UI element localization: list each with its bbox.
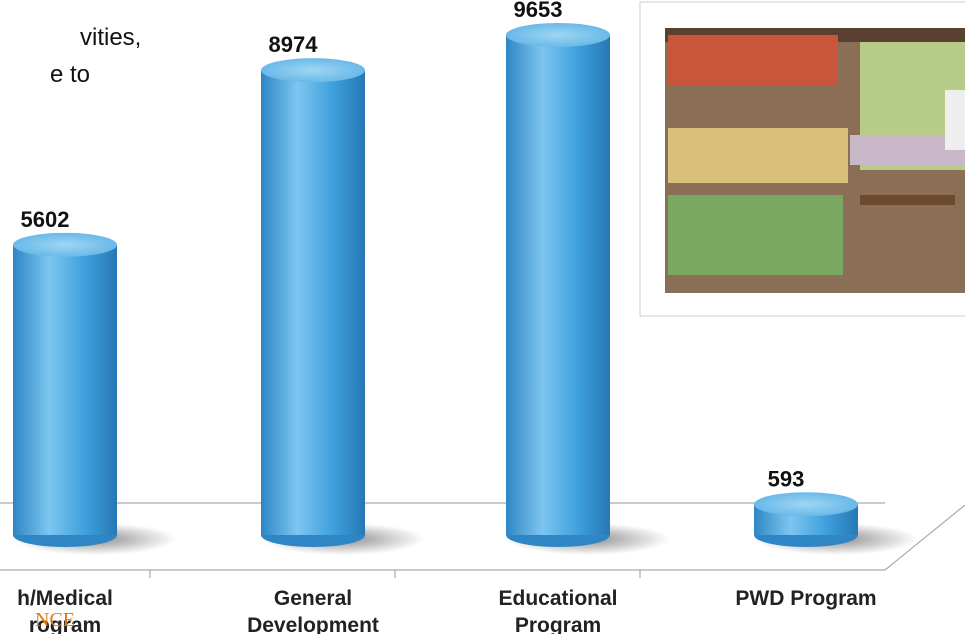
value-label: 593 <box>768 466 805 491</box>
bar-top <box>754 492 858 517</box>
floor <box>0 502 965 578</box>
bar-top <box>261 58 365 83</box>
annotation: vities, <box>80 24 141 51</box>
bar <box>13 244 117 535</box>
annotation: NCE <box>35 609 75 631</box>
value-label: 9653 <box>514 0 563 22</box>
value-label: 8974 <box>269 32 319 57</box>
value-label: 5602 <box>21 207 70 232</box>
x-tick-label: h/Medical rogram <box>17 587 113 634</box>
bar-top <box>506 23 610 47</box>
bar <box>506 35 610 535</box>
annotation: e to <box>50 61 90 88</box>
x-tick-label: Educational Program <box>498 587 617 634</box>
bar <box>261 70 365 535</box>
x-tick-label: PWD Program <box>735 587 876 610</box>
x-tick-label: General Development <box>247 587 379 634</box>
bar-top <box>13 232 117 257</box>
photo <box>639 1 965 317</box>
